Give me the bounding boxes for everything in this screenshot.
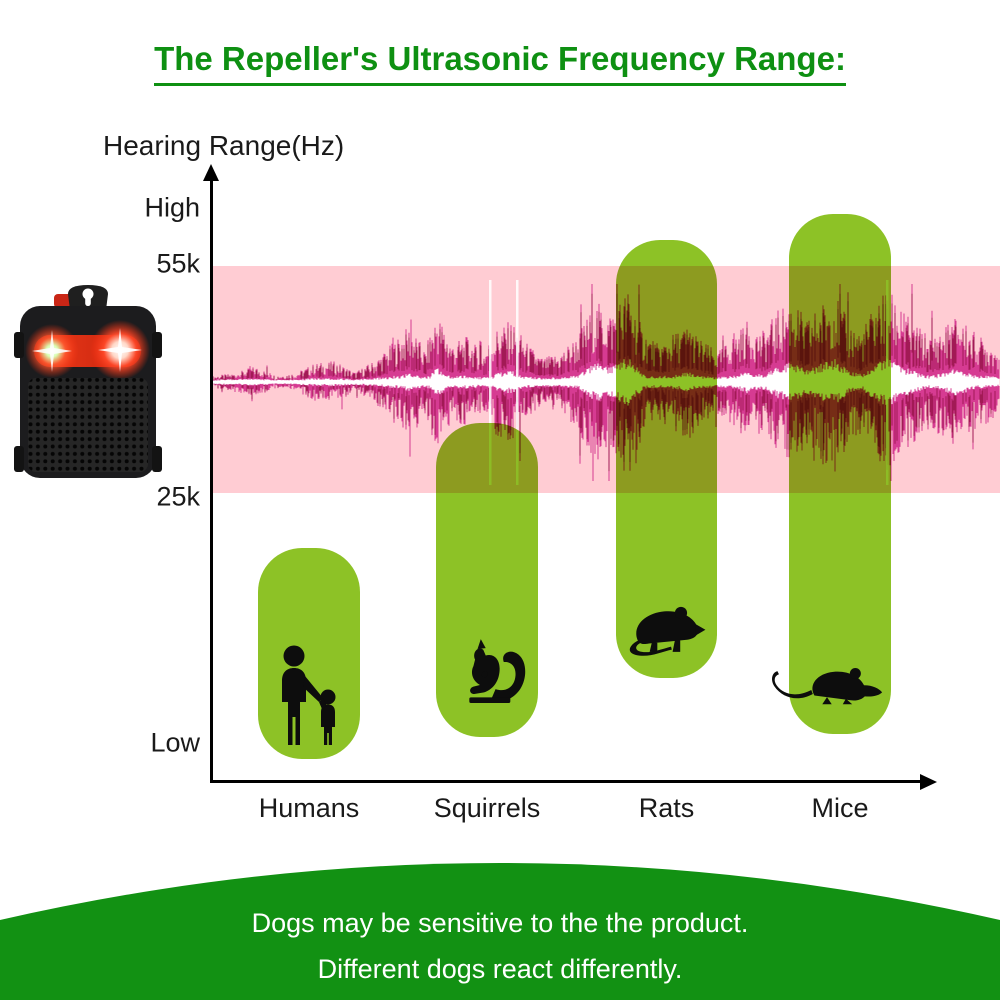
bar-rats xyxy=(616,240,717,678)
ytick-55k: 55k xyxy=(156,248,200,279)
bar-mice xyxy=(789,214,891,734)
ytick-high: High xyxy=(144,192,200,223)
x-axis-line xyxy=(210,780,922,783)
footer-note-line1: Dogs may be sensitive to the the product… xyxy=(251,908,749,938)
xlabel-squirrels: Squirrels xyxy=(433,793,541,823)
x-axis-arrow-icon xyxy=(920,773,937,790)
device-hook xyxy=(54,285,108,310)
squirrel-icon xyxy=(469,639,526,704)
ytick-25k: 25k xyxy=(156,481,200,512)
mouse-icon xyxy=(772,667,883,705)
xlabel-humans: Humans xyxy=(258,793,360,823)
rat-icon xyxy=(629,606,706,656)
title-wrap: The Repeller's Ultrasonic Frequency Rang… xyxy=(0,40,1000,86)
footer-note-line2: Different dogs react differently. xyxy=(317,954,683,984)
bar-humans xyxy=(258,548,360,759)
adult-and-child-icon xyxy=(282,645,336,745)
y-axis-line xyxy=(210,178,213,782)
device-speaker-grille xyxy=(28,378,148,472)
xlabel-rats: Rats xyxy=(638,793,695,823)
y-axis-arrow-icon xyxy=(203,164,219,181)
y-axis-label: Hearing Range(Hz) xyxy=(103,130,345,161)
footer-curve xyxy=(0,863,1000,1000)
repeller-device-image xyxy=(14,285,162,478)
ytick-low: Low xyxy=(150,727,200,758)
xlabel-mice: Mice xyxy=(811,793,869,823)
page-title: The Repeller's Ultrasonic Frequency Rang… xyxy=(154,40,846,86)
